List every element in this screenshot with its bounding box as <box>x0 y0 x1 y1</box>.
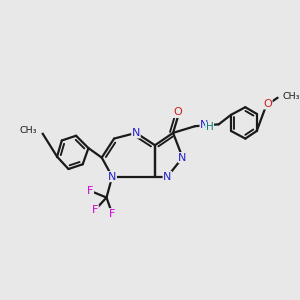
Text: H: H <box>206 122 214 132</box>
Text: F: F <box>92 205 98 215</box>
Text: N: N <box>108 172 116 182</box>
Text: N: N <box>200 120 208 130</box>
Text: N: N <box>178 153 187 163</box>
Text: F: F <box>109 209 116 219</box>
Text: O: O <box>263 99 272 109</box>
Text: CH₃: CH₃ <box>20 127 37 136</box>
Text: N: N <box>163 172 172 182</box>
Text: O: O <box>173 107 182 117</box>
Text: CH₃: CH₃ <box>283 92 300 101</box>
Text: N: N <box>132 128 140 138</box>
Text: F: F <box>87 186 94 196</box>
